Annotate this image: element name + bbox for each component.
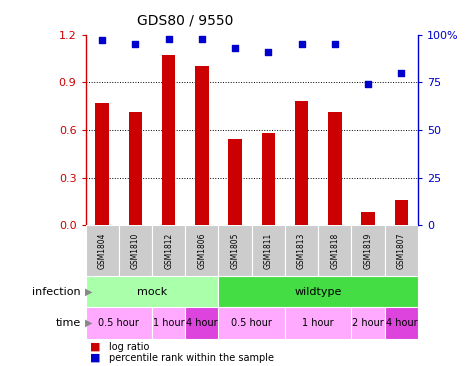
Bar [218,225,252,276]
Bar [352,225,385,276]
Text: ▶: ▶ [85,287,92,297]
Bar [218,276,418,307]
Bar [385,307,418,339]
Point [165,36,172,41]
Text: 2 hour: 2 hour [352,318,384,328]
Bar [295,101,308,225]
Bar [285,225,318,276]
Bar [361,212,375,225]
Text: GSM1813: GSM1813 [297,232,306,269]
Text: GSM1804: GSM1804 [98,232,106,269]
Text: 4 hour: 4 hour [186,318,218,328]
Text: GSM1818: GSM1818 [331,232,339,269]
Point [132,41,139,47]
Text: 1 hour: 1 hour [153,318,184,328]
Bar [152,307,185,339]
Bar [86,225,119,276]
Bar [152,225,185,276]
Point [231,45,239,51]
Text: 0.5 hour: 0.5 hour [98,318,139,328]
Text: ■: ■ [90,342,101,352]
Text: time: time [56,318,81,328]
Point [298,41,305,47]
Text: GSM1810: GSM1810 [131,232,140,269]
Bar [185,225,218,276]
Text: ▶: ▶ [85,318,92,328]
Text: wildtype: wildtype [294,287,342,297]
Text: GDS80 / 9550: GDS80 / 9550 [137,14,233,27]
Bar [328,112,342,225]
Text: GSM1805: GSM1805 [231,232,239,269]
Bar [218,307,285,339]
Bar [195,67,209,225]
Point [98,38,106,44]
Bar [185,307,218,339]
Bar [352,307,385,339]
Text: log ratio: log ratio [109,342,150,352]
Text: percentile rank within the sample: percentile rank within the sample [109,352,274,363]
Bar [86,276,218,307]
Text: GSM1807: GSM1807 [397,232,406,269]
Point [331,41,339,47]
Bar [395,200,408,225]
Text: GSM1812: GSM1812 [164,232,173,269]
Bar [162,55,175,225]
Bar [86,307,152,339]
Bar [262,133,275,225]
Point [364,81,372,87]
Text: GSM1811: GSM1811 [264,232,273,269]
Point [398,70,405,76]
Text: 4 hour: 4 hour [386,318,417,328]
Text: infection: infection [32,287,81,297]
Bar [385,225,418,276]
Text: GSM1819: GSM1819 [364,232,372,269]
Bar [228,139,242,225]
Point [265,49,272,55]
Bar [252,225,285,276]
Text: GSM1806: GSM1806 [198,232,206,269]
Bar [95,103,109,225]
Text: 1 hour: 1 hour [303,318,334,328]
Bar [318,225,352,276]
Bar [129,112,142,225]
Text: 0.5 hour: 0.5 hour [231,318,272,328]
Point [198,36,206,41]
Text: ■: ■ [90,352,101,363]
Text: mock: mock [137,287,167,297]
Bar [285,307,352,339]
Bar [119,225,152,276]
